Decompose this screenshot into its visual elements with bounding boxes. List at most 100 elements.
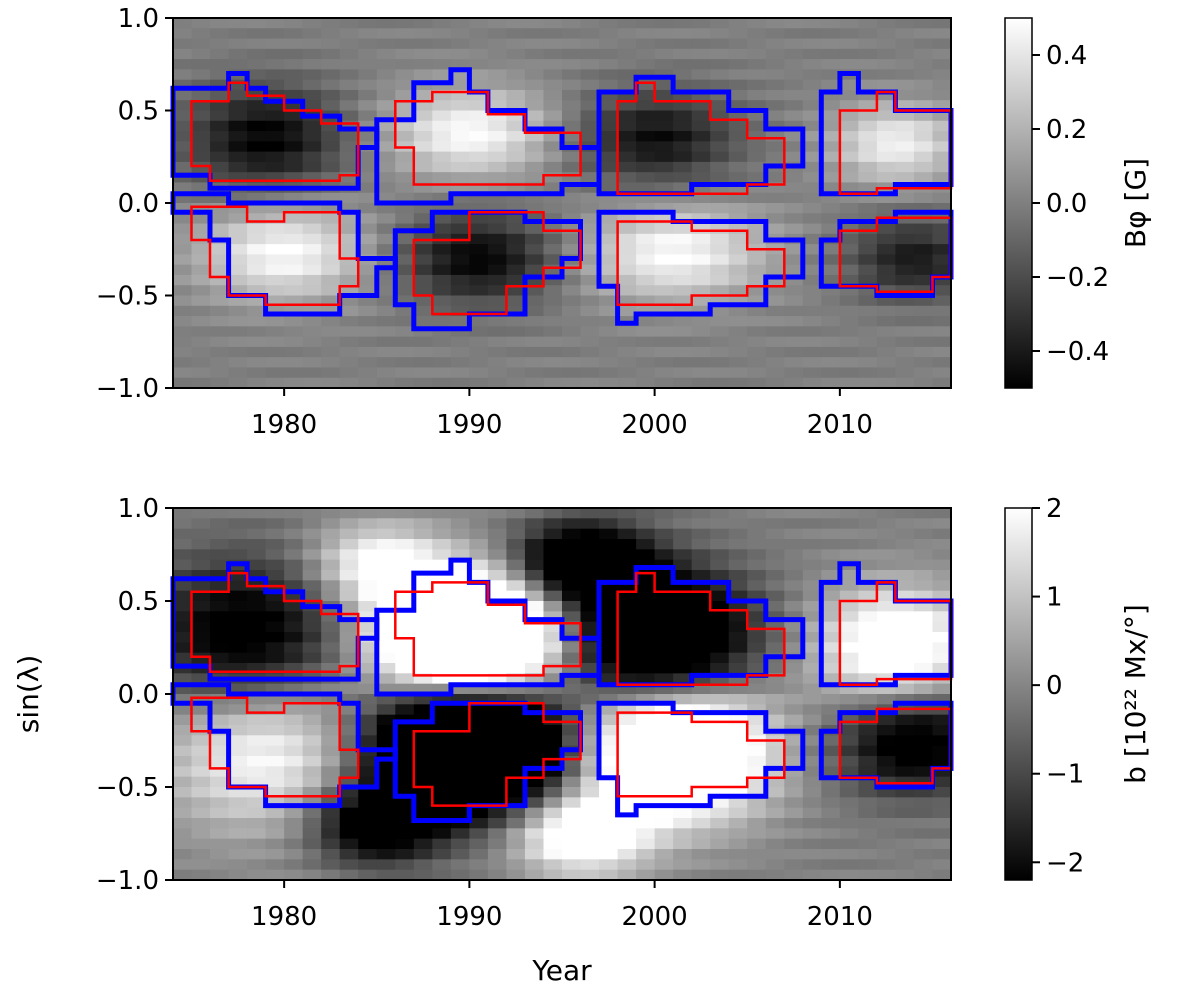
top-heat-cell (284, 28, 304, 40)
top-heat-cell (487, 141, 508, 153)
bottom-heat-cell (210, 787, 230, 798)
top-heat-cell (636, 223, 656, 235)
top-heat-cell (321, 28, 341, 40)
top-heat-cell (395, 79, 415, 91)
top-heat-cell (469, 264, 489, 276)
bottom-heat-cell (543, 714, 563, 726)
bottom-heat-cell (358, 559, 378, 571)
top-heat-cell (321, 192, 341, 204)
bottom-heat-cell (228, 642, 248, 654)
bottom-heat-cell (413, 652, 433, 664)
bottom-heat-cell (265, 663, 285, 674)
bottom-red-contour (616, 571, 786, 686)
top-heat-cell (339, 326, 359, 338)
top-heat-cell (580, 213, 600, 225)
bottom-heat-cell (599, 787, 619, 798)
top-heat-cell (247, 336, 267, 348)
bottom-heat-cell (821, 539, 841, 550)
top-heat-cell (580, 110, 600, 122)
bottom-heat-cell (413, 745, 433, 757)
bottom-heat-cell (339, 580, 359, 592)
bottom-heat-cell (580, 859, 600, 871)
top-heat-cell (247, 244, 267, 255)
bottom-heat-cell (265, 694, 285, 705)
top-heat-cell (839, 79, 859, 91)
top-heat-cell (543, 151, 563, 163)
top-heat-cell (228, 59, 248, 70)
top-heat-cell (876, 38, 897, 50)
bottom-heat-cell (265, 642, 285, 654)
top-heat-cell (728, 192, 748, 204)
top-heat-cell (524, 336, 545, 348)
bottom-heat-cell (710, 745, 730, 757)
bottom-heat-cell (654, 725, 674, 736)
top-heat-cell (710, 295, 730, 307)
bottom-heat-cell (228, 704, 248, 716)
bottom-heat-cell (302, 849, 322, 860)
top-heat-cell (802, 305, 822, 317)
top-heat-cell (524, 59, 545, 70)
top-heat-cell (506, 100, 526, 112)
bottom-heat-cell (858, 797, 878, 809)
bottom-heat-cell (321, 611, 341, 623)
top-heat-cell (728, 172, 748, 184)
top-heat-cell (728, 28, 748, 40)
bottom-heat-cell (506, 539, 526, 550)
top-heat-cell (562, 28, 582, 40)
bottom-heat-cell (284, 539, 304, 550)
bottom-heat-cell (728, 611, 748, 623)
bottom-heat-cell (580, 559, 600, 571)
top-heat-cell (191, 141, 211, 153)
top-heat-cell (358, 264, 378, 276)
top-heat-cell (913, 274, 934, 286)
top-heat-cell (376, 213, 396, 225)
top-heat-cell (784, 336, 804, 348)
bottom-heat-cell (376, 518, 396, 530)
bottom-heat-cell (765, 859, 785, 871)
bottom-heat-cell (358, 611, 378, 623)
top-heat-cell (839, 48, 859, 60)
top-heat-cell (636, 244, 656, 255)
bottom-heat-cell (284, 807, 304, 819)
top-heat-cell (691, 274, 711, 286)
top-heat-cell (839, 59, 859, 70)
bottom-heat-cell (636, 838, 656, 850)
bottom-heat-cell (432, 621, 452, 633)
bottom-heat-cell (228, 849, 248, 860)
top-heat-cell (524, 89, 545, 101)
bottom-heat-cell (413, 694, 433, 705)
top-heat-cell (524, 285, 545, 297)
bottom-heat-cell (469, 859, 489, 871)
bottom-heat-cell (358, 539, 378, 550)
bottom-heat-cell (284, 590, 304, 602)
top-heat-cell (302, 141, 322, 153)
top-heat-cell (728, 131, 748, 142)
top-heat-cell (228, 192, 248, 204)
top-heat-cell (469, 151, 489, 163)
top-heat-cell (191, 69, 211, 81)
bottom-heat-cell (543, 549, 563, 561)
bottom-heat-cell (580, 673, 600, 685)
top-heat-cell (802, 131, 822, 142)
top-heat-cell (858, 48, 878, 60)
top-heat-cell (691, 100, 711, 112)
bottom-heat-cell (506, 807, 526, 819)
bottom-heatmap (173, 508, 952, 881)
bottom-heat-cell (599, 580, 619, 592)
top-heat-cell (784, 79, 804, 91)
bottom-heat-cell (210, 714, 230, 726)
bottom-heat-cell (802, 828, 822, 840)
bottom-heat-cell (506, 797, 526, 809)
top-heat-cell (876, 377, 897, 389)
top-heat-cell (487, 192, 508, 204)
bottom-heat-cell (765, 559, 785, 571)
bottom-heat-cell (710, 621, 730, 633)
bottom-heat-cell (228, 807, 248, 819)
bottom-heat-cell (432, 580, 452, 592)
bottom-heat-cell (432, 590, 452, 602)
bottom-heat-cell (524, 673, 545, 685)
bottom-heat-cell (247, 787, 267, 798)
bottom-heat-cell (413, 611, 433, 623)
bottom-heat-cell (543, 776, 563, 788)
bottom-heat-cell (728, 528, 748, 540)
